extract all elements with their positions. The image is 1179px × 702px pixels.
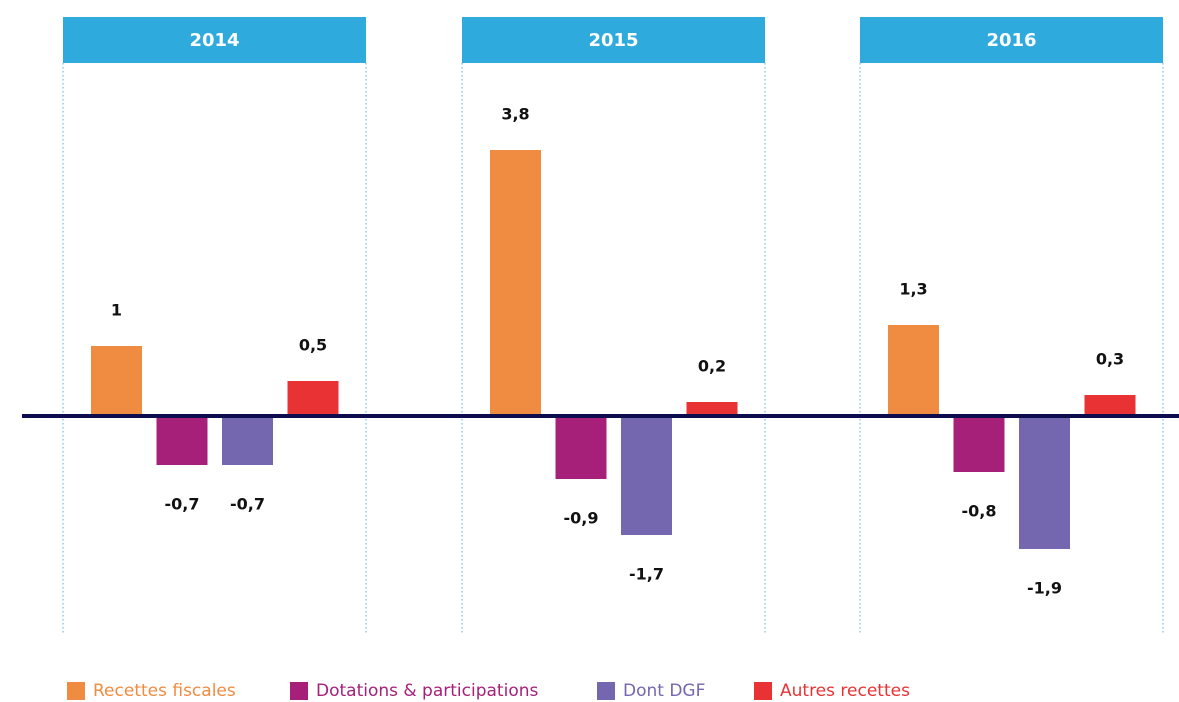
value-label: -1,9: [1027, 579, 1062, 598]
legend-swatch: [67, 682, 85, 700]
legend-label: Dont DGF: [623, 681, 705, 701]
value-label: -0,9: [564, 509, 599, 528]
value-label: -0,7: [165, 495, 200, 514]
value-label: 0,3: [1096, 350, 1124, 369]
category-label: 2015: [588, 30, 638, 51]
category-label: 2016: [986, 30, 1036, 51]
legend-swatch: [290, 682, 308, 700]
value-label: -0,7: [230, 495, 265, 514]
bar: [888, 325, 939, 416]
legend-label: Dotations & participations: [316, 681, 538, 701]
bar: [490, 150, 541, 416]
bar: [1019, 416, 1070, 549]
bar: [953, 416, 1005, 472]
panel-header: [63, 17, 366, 63]
bar: [555, 416, 607, 479]
value-label: 3,8: [501, 105, 529, 124]
value-label: 1,3: [899, 280, 927, 299]
legend-label: Autres recettes: [780, 681, 910, 701]
legend-swatch: [597, 682, 615, 700]
panel-header: [860, 17, 1163, 63]
value-label: -0,8: [962, 502, 997, 521]
legend-label: Recettes fiscales: [93, 681, 236, 701]
bar: [287, 381, 339, 416]
value-label: 1: [111, 301, 122, 320]
value-label: 0,5: [299, 336, 327, 355]
bar: [222, 416, 273, 465]
bar: [91, 346, 142, 416]
panel-header: [462, 17, 765, 63]
value-label: 0,2: [698, 357, 726, 376]
bar: [686, 402, 738, 416]
bar: [156, 416, 208, 465]
category-label: 2014: [189, 30, 239, 51]
value-label: -1,7: [629, 565, 664, 584]
legend-swatch: [754, 682, 772, 700]
bar: [1084, 395, 1136, 416]
bar: [621, 416, 672, 535]
